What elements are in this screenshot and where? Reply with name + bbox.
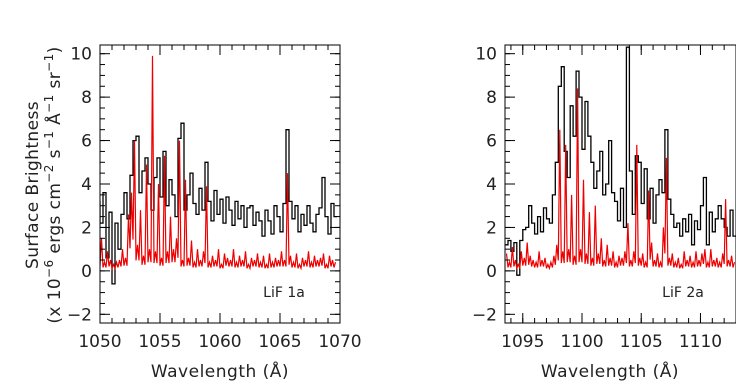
x-tick-label: 1070	[318, 332, 361, 352]
y-label-text: Å	[43, 113, 65, 131]
y-label-exponent: −1	[42, 53, 56, 72]
series-model-line	[505, 88, 736, 271]
x-tick-label: 1060	[198, 332, 241, 352]
y-axis-label-line1: Surface Brightness	[23, 101, 43, 269]
y-label-exponent: −1	[42, 94, 56, 113]
y-tick-label: −2	[472, 305, 497, 325]
y-tick-label: −2	[67, 305, 92, 325]
y-tick-label: 2	[486, 218, 497, 238]
y-label-text: ergs cm	[45, 183, 65, 260]
panel-lif-1a: 1050 1055 1060 1065 1070 −2 0 2 4 6 8 10 Wavelength …	[67, 44, 362, 382]
y-label-text: (x 10	[45, 278, 65, 324]
panel-label: LiF 2a	[662, 285, 704, 301]
series-observed-step	[100, 122, 337, 285]
y-tick-label: 10	[70, 45, 92, 65]
series-model-line	[100, 55, 337, 271]
y-tick-label: 8	[486, 88, 497, 108]
y-tick-label: 2	[81, 218, 92, 238]
x-axis-title: Wavelength (Å)	[151, 360, 289, 382]
y-tick-label: 8	[81, 88, 92, 108]
x-tick-label: 1055	[138, 332, 181, 352]
x-axis-title: Wavelength (Å)	[541, 360, 679, 382]
y-tick-label: 4	[81, 175, 92, 195]
plot-area	[505, 46, 736, 276]
y-tick-label: 10	[475, 45, 497, 65]
axes-frame	[504, 44, 736, 324]
y-label-exponent: −1	[42, 131, 56, 150]
x-tick-label: 1065	[258, 332, 301, 352]
panel-lif-2a: 1095 1100 1105 1110 −2 0 2 4 6 8 10 Wavelength (Å) L…	[472, 44, 736, 382]
series-observed-step	[505, 46, 736, 276]
y-axis-label-line2: (x 10−6 ergs cm−2 s−1 Å−1 sr−1)	[42, 46, 65, 323]
x-tick-label: 1095	[501, 332, 544, 352]
y-label-text: sr	[45, 72, 65, 94]
y-label-exponent: −6	[42, 259, 56, 278]
plot-area	[100, 55, 337, 285]
y-label-text: s	[45, 149, 65, 164]
y-tick-label: 0	[486, 262, 497, 282]
y-tick-label: 4	[486, 175, 497, 195]
axes-frame	[99, 44, 341, 324]
x-tick-label: 1105	[620, 332, 663, 352]
x-tick-label: 1050	[78, 332, 121, 352]
y-tick-label: 0	[81, 262, 92, 282]
y-label-exponent: −2	[42, 164, 56, 183]
y-tick-label: 6	[81, 132, 92, 152]
y-label-text: )	[45, 46, 65, 53]
panel-label: LiF 1a	[263, 285, 305, 301]
x-tick-label: 1100	[560, 332, 603, 352]
y-tick-label: 6	[486, 132, 497, 152]
x-tick-label: 1110	[679, 332, 722, 352]
